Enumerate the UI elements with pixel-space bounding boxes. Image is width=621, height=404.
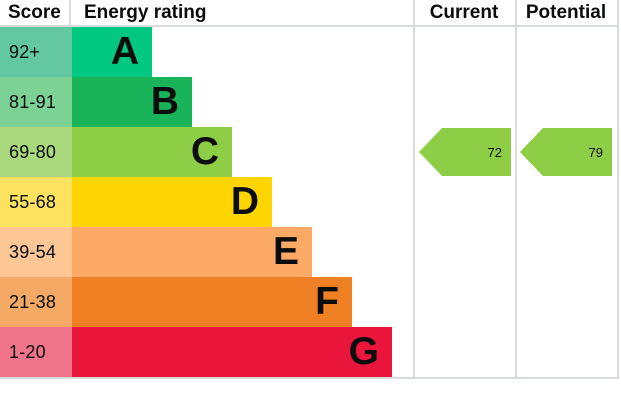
- score-range-c: 69-80: [0, 127, 72, 177]
- band-row-b: 81-91 B: [0, 77, 621, 127]
- current-column-divider: [413, 0, 415, 378]
- potential-column-header: Potential: [525, 2, 607, 23]
- energy-rating-column-header: Energy rating: [84, 2, 207, 23]
- band-row-c: 69-80 C: [0, 127, 621, 177]
- band-row-a: 92+ A: [0, 27, 621, 77]
- score-range-d: 55-68: [0, 177, 72, 227]
- potential-column-divider: [515, 0, 517, 378]
- header-underline: [0, 25, 619, 27]
- band-bar-g: G: [72, 327, 392, 377]
- score-range-b: 81-91: [0, 77, 72, 127]
- score-range-a: 92+: [0, 27, 72, 77]
- band-bar-b: B: [72, 77, 192, 127]
- score-column-header: Score: [8, 2, 61, 23]
- bottom-border: [0, 377, 619, 379]
- score-range-e: 39-54: [0, 227, 72, 277]
- band-rows: 92+ A 81-91 B 69-80 C 55-68 D 39-54 E 21…: [0, 27, 621, 377]
- score-range-g: 1-20: [0, 327, 72, 377]
- band-bar-a: A: [72, 27, 152, 77]
- current-column-header: Current: [429, 2, 499, 23]
- band-row-e: 39-54 E: [0, 227, 621, 277]
- current-rating-arrow: 72: [419, 128, 511, 176]
- band-row-g: 1-20 G: [0, 327, 621, 377]
- band-bar-f: F: [72, 277, 352, 327]
- band-bar-d: D: [72, 177, 272, 227]
- score-range-f: 21-38: [0, 277, 72, 327]
- band-bar-e: E: [72, 227, 312, 277]
- band-row-f: 21-38 F: [0, 277, 621, 327]
- score-header-divider: [69, 0, 71, 26]
- right-border: [617, 0, 619, 378]
- band-bar-c: C: [72, 127, 232, 177]
- band-row-d: 55-68 D: [0, 177, 621, 227]
